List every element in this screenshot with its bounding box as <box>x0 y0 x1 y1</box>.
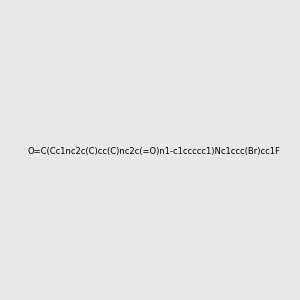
Text: O=C(Cc1nc2c(C)cc(C)nc2c(=O)n1-c1ccccc1)Nc1ccc(Br)cc1F: O=C(Cc1nc2c(C)cc(C)nc2c(=O)n1-c1ccccc1)N… <box>27 147 280 156</box>
